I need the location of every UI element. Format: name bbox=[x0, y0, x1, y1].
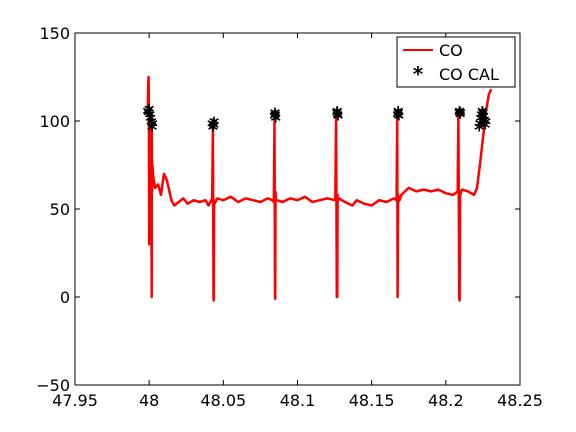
legend-label: CO CAL bbox=[439, 65, 499, 84]
y-axis-tick-labels: 150 100 50 0 −50 bbox=[36, 24, 70, 395]
cal-point: * bbox=[145, 109, 156, 133]
cal-point: * bbox=[147, 114, 158, 138]
cal-point: * bbox=[393, 104, 404, 128]
cal-point: * bbox=[270, 109, 281, 133]
x-tick-label: 47.95 bbox=[52, 391, 98, 410]
legend: CO * CO CAL bbox=[396, 36, 516, 88]
cal-point: * bbox=[269, 107, 280, 131]
cal-point: * bbox=[143, 104, 154, 128]
x-tick-label: 48 bbox=[139, 391, 159, 410]
cal-point: * bbox=[142, 102, 153, 126]
cal-point: * bbox=[481, 113, 492, 137]
cal-point: * bbox=[333, 107, 344, 131]
cal-point: * bbox=[478, 104, 489, 128]
cal-point: * bbox=[454, 104, 465, 128]
x-tick-label: 48.2 bbox=[428, 391, 464, 410]
cal-point: * bbox=[454, 102, 465, 126]
series-layer: ******** **** **** **** **** ************** bbox=[142, 75, 493, 302]
y-tick-label: 50 bbox=[50, 200, 70, 219]
cal-point: * bbox=[479, 111, 490, 135]
legend-swatch-co-cal: * bbox=[413, 62, 424, 86]
cal-point: * bbox=[208, 118, 219, 142]
cal-point: * bbox=[207, 114, 218, 138]
x-tick-label: 48.1 bbox=[280, 391, 316, 410]
cal-point: * bbox=[476, 105, 487, 129]
y-tick-label: 150 bbox=[39, 24, 70, 43]
legend-box bbox=[396, 36, 516, 88]
cal-point: * bbox=[270, 104, 281, 128]
cal-point: * bbox=[474, 118, 485, 142]
cal-point: * bbox=[270, 105, 281, 129]
cal-point: * bbox=[392, 105, 403, 129]
x-tick-label: 48.05 bbox=[200, 391, 246, 410]
cal-point: * bbox=[209, 113, 220, 137]
y-tick-label: 0 bbox=[60, 288, 70, 307]
cal-point: * bbox=[455, 104, 466, 128]
cal-point: * bbox=[478, 107, 489, 131]
series-line-co bbox=[146, 75, 493, 302]
cal-point: * bbox=[332, 104, 343, 128]
cal-point: * bbox=[480, 116, 491, 140]
cal-point: * bbox=[147, 118, 158, 142]
cal-point: * bbox=[144, 100, 155, 124]
cal-point: * bbox=[394, 107, 405, 131]
y-tick-label: −50 bbox=[36, 376, 70, 395]
cal-point: * bbox=[208, 116, 219, 140]
axis-ticks bbox=[74, 32, 521, 386]
cal-point: * bbox=[455, 105, 466, 129]
cal-point: * bbox=[475, 109, 486, 133]
cal-point: * bbox=[477, 102, 488, 126]
cal-point: * bbox=[475, 114, 486, 138]
cal-point: * bbox=[332, 102, 343, 126]
cal-point: * bbox=[146, 113, 157, 137]
y-tick-label: 100 bbox=[39, 112, 70, 131]
legend-label: CO bbox=[439, 41, 463, 60]
x-tick-label: 48.15 bbox=[349, 391, 395, 410]
cal-point: * bbox=[332, 105, 343, 129]
x-tick-label: 48.25 bbox=[497, 391, 543, 410]
cal-point: * bbox=[145, 105, 156, 129]
cal-point: * bbox=[393, 102, 404, 126]
x-axis-tick-labels: 47.95 48 48.05 48.1 48.15 48.2 48.25 bbox=[52, 391, 543, 410]
